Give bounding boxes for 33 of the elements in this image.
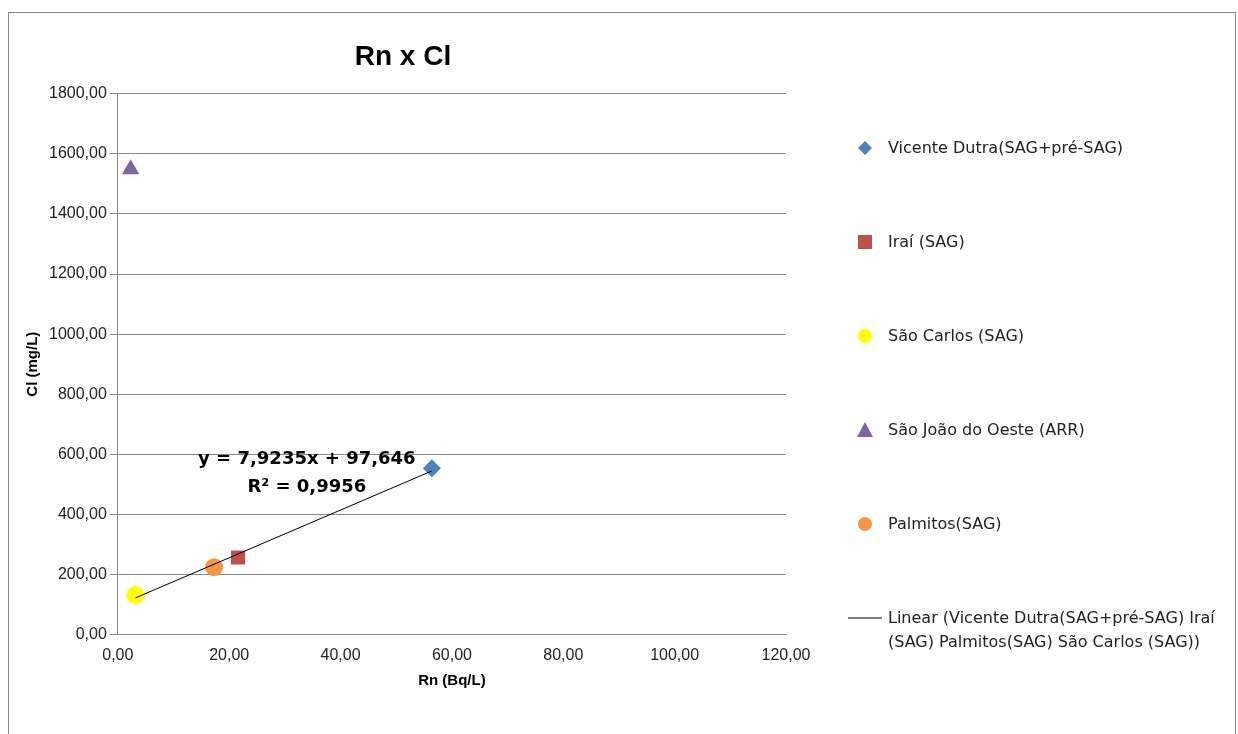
legend-label: Iraí (SAG) [888,231,966,253]
y-tick-label: 200,00 [57,565,107,583]
legend-label: São João do Oeste (ARR) [888,419,1086,441]
point [121,159,140,175]
x-axis-title: Rn (Bq/L) [418,671,486,689]
y-tick-label: 1000,00 [48,324,107,342]
x-tick-label: 40,00 [320,645,361,663]
legend-label: Palmitos(SAG) [888,513,1003,535]
x-tick-label: 120,00 [761,645,811,663]
y-tick-label: 1400,00 [48,204,107,222]
x-tick-label: 0,00 [102,645,134,663]
x-tick-label: 20,00 [209,645,250,663]
y-tick-label: 1200,00 [48,264,107,282]
legend-label: Vicente Dutra(SAG+pré-SAG) [888,137,1125,159]
y-tick-label: 800,00 [57,384,107,402]
x-tick-label: 100,00 [650,645,700,663]
y-tick-label: 400,00 [57,504,107,522]
chart-title: Rn x Cl [354,39,452,71]
x-tick-label: 80,00 [543,645,584,663]
legend-label: Linear (Vicente Dutra(SAG+pré-SAG) Iraí (SAG) Palmitos(SAG) São Carlos (SAG)) [888,607,1216,653]
y-tick-label: 0,00 [75,625,107,643]
point [422,459,441,478]
point [205,558,224,577]
y-tick-label: 1800,00 [48,84,107,102]
point [126,586,145,605]
y-tick-label: 1600,00 [48,144,107,162]
legend-label: São Carlos (SAG) [888,325,1026,347]
y-tick-label: 600,00 [57,444,107,462]
x-tick-label: 60,00 [431,645,473,663]
point [231,550,246,565]
annotation: y = 7,9235x + 97,646 [198,446,416,468]
y-axis-title: Cl (mg/L) [23,331,41,397]
annotation: R² = 0,9956 [247,474,367,496]
